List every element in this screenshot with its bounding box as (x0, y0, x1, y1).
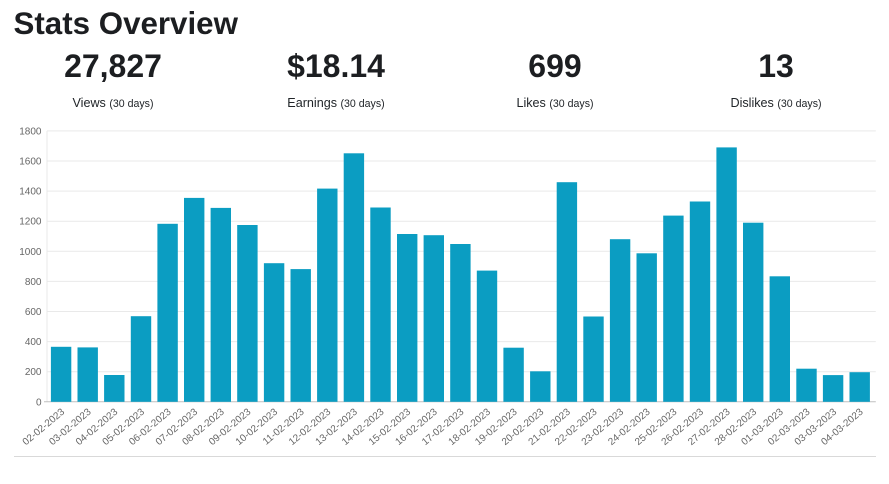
svg-text:1400: 1400 (19, 187, 42, 198)
svg-text:200: 200 (25, 367, 42, 378)
svg-text:600: 600 (25, 307, 42, 318)
svg-text:400: 400 (25, 337, 42, 348)
svg-text:1000: 1000 (19, 247, 42, 258)
svg-text:1600: 1600 (19, 157, 42, 168)
svg-text:1800: 1800 (19, 126, 42, 137)
svg-text:800: 800 (25, 277, 42, 288)
svg-text:1200: 1200 (19, 217, 42, 228)
svg-text:0: 0 (36, 397, 42, 408)
